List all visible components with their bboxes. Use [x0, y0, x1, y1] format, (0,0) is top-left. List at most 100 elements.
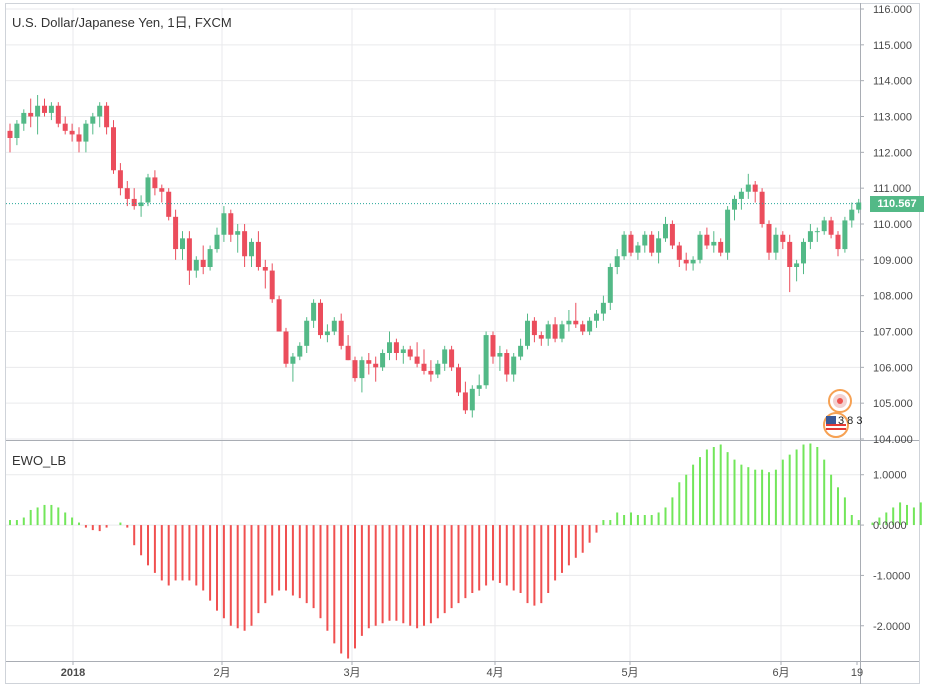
candle-body	[180, 238, 185, 250]
candle-body	[566, 320, 572, 325]
candle-body	[235, 231, 241, 235]
candle-body	[676, 245, 682, 260]
candle-body	[262, 267, 268, 271]
candle-body	[531, 320, 537, 336]
indicator-title: EWO_LB	[12, 453, 67, 468]
candle-body	[7, 130, 13, 138]
candle-body	[373, 363, 379, 368]
candle-body	[138, 202, 144, 207]
candle-body	[766, 224, 772, 253]
price-tick-label: 112.000	[873, 147, 912, 159]
events-icon-text: 3 8 3	[838, 415, 862, 427]
time-tick-label: 2月	[213, 667, 230, 679]
candle-body	[759, 191, 765, 224]
candle-body	[490, 335, 496, 357]
candle-body	[414, 356, 420, 364]
candle-body	[145, 177, 151, 203]
candle-body	[28, 112, 34, 117]
candle-body	[249, 241, 254, 257]
candle-body	[621, 234, 627, 257]
candle-body	[828, 220, 834, 235]
candle-body	[462, 392, 468, 411]
candle-body	[338, 320, 344, 346]
price-tick-label: 109.000	[873, 255, 913, 267]
candle-body	[538, 335, 544, 339]
candle-body	[573, 320, 579, 325]
candle-body	[186, 238, 192, 271]
candle-body	[718, 241, 724, 253]
candle-body	[124, 188, 130, 199]
candle-body	[732, 198, 737, 210]
candle-body	[614, 256, 620, 267]
candle-body	[449, 349, 455, 368]
candle-body	[656, 238, 662, 253]
candle-body	[752, 184, 758, 192]
last-price-label: 110.567	[870, 195, 924, 212]
candle-body	[159, 188, 165, 192]
candle-body	[352, 360, 358, 379]
candle-body	[117, 170, 123, 189]
events-icon[interactable]: 3 8 3	[818, 388, 866, 440]
candle-body	[552, 324, 558, 339]
oscillator-tick-label: 1.0000	[873, 470, 907, 482]
candle-body	[21, 112, 27, 124]
candle-body	[683, 259, 689, 264]
candle-body	[42, 105, 47, 113]
candle-body	[83, 123, 89, 142]
candle-body	[835, 234, 841, 250]
candle-body	[400, 349, 406, 353]
candle-body	[297, 345, 303, 357]
candle-body	[518, 345, 524, 357]
candle-body	[483, 335, 489, 386]
candle-body	[663, 224, 668, 239]
candle-body	[311, 302, 317, 321]
candle-body	[442, 349, 448, 364]
candle-body	[559, 324, 565, 339]
candle-body	[649, 234, 655, 253]
chart-title: U.S. Dollar/Japanese Yen, 1日, FXCM	[12, 15, 232, 30]
candle-body	[469, 388, 475, 411]
candle-body	[304, 320, 310, 346]
candle-body	[794, 263, 800, 267]
candle-body	[628, 234, 634, 253]
candle-body	[745, 184, 751, 192]
price-tick-label: 113.000	[873, 112, 912, 124]
price-tick-label: 111.000	[873, 183, 911, 195]
candle-body	[76, 134, 82, 142]
candle-body	[255, 241, 261, 267]
time-tick-label: 5月	[621, 667, 638, 679]
candle-body	[725, 209, 731, 253]
candle-body	[200, 259, 206, 267]
candle-body	[504, 353, 510, 375]
candle-body	[856, 202, 862, 210]
candle-body	[807, 231, 813, 242]
candle-body	[207, 249, 213, 267]
candle-body	[525, 320, 530, 346]
candle-body	[55, 105, 61, 124]
candle-body	[104, 105, 110, 128]
candle-body	[331, 320, 337, 332]
candle-body	[14, 123, 20, 138]
candle-body	[476, 385, 482, 389]
candle-body	[387, 342, 392, 353]
candle-body	[780, 234, 786, 242]
candle-body	[407, 349, 413, 357]
candle-body	[393, 342, 399, 353]
candle-body	[380, 353, 386, 368]
candle-body	[324, 331, 330, 336]
candle-body	[511, 356, 517, 375]
price-tick-label: 106.000	[873, 362, 913, 374]
candle-body	[821, 220, 827, 232]
candle-body	[152, 177, 158, 189]
price-tick-label: 104.000	[873, 434, 913, 446]
price-tick-label: 116.000	[873, 4, 912, 16]
candle-body	[690, 259, 696, 264]
candle-body	[290, 356, 296, 364]
price-tick-label: 114.000	[873, 76, 912, 88]
candle-body	[773, 234, 779, 253]
candle-body	[697, 234, 703, 260]
time-tick-label: 2018	[61, 667, 85, 679]
oscillator-tick-label: 0.0000	[873, 520, 907, 532]
candle-body	[276, 299, 282, 332]
